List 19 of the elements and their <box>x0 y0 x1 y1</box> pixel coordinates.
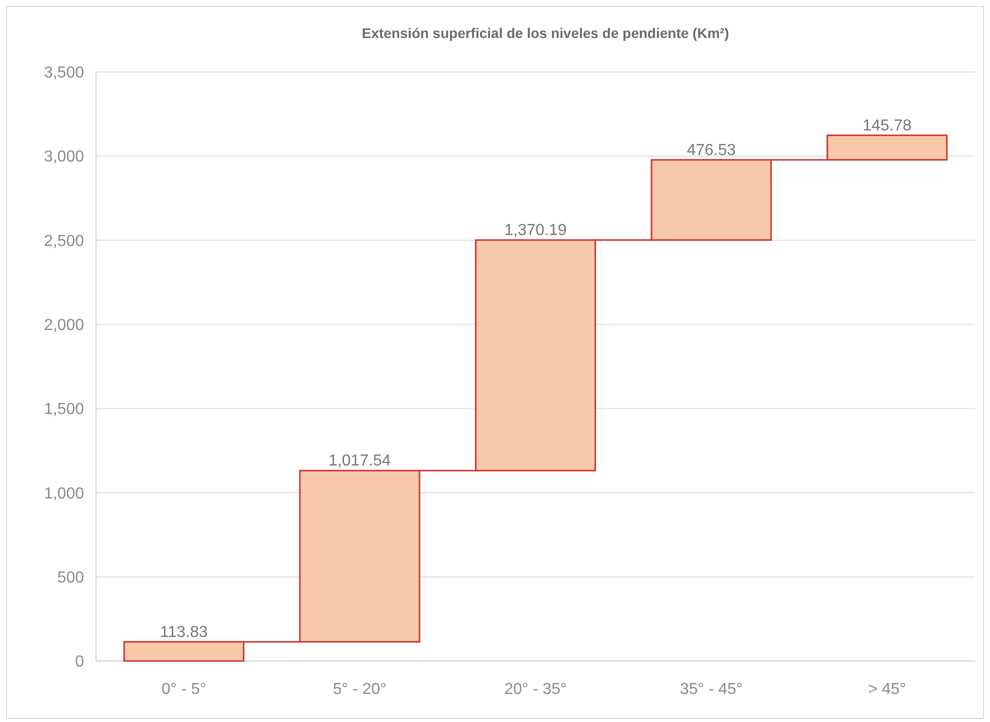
y-tick-label: 1,000 <box>44 485 84 502</box>
y-tick-label: 3,000 <box>44 148 84 166</box>
x-tick-label: 5° - 20° <box>332 681 387 698</box>
data-label: 1,370.19 <box>504 222 567 240</box>
data-label: 1,017.54 <box>328 452 391 470</box>
y-tick-label: 500 <box>57 569 84 586</box>
data-label: 476.53 <box>686 142 736 159</box>
y-tick-label: 3,500 <box>44 64 84 82</box>
y-tick-label: 2,000 <box>44 317 84 334</box>
y-tick-label: 0 <box>75 654 84 671</box>
data-label: 113.83 <box>160 624 208 641</box>
chart-title: Extensión superficial de los niveles de pendiente (Km²) <box>362 25 730 41</box>
x-tick-label: 20° - 35° <box>504 681 567 698</box>
x-tick-label: 35° - 45° <box>680 681 743 698</box>
data-label: 145.78 <box>862 117 912 134</box>
x-tick-label: > 45° <box>868 681 906 698</box>
x-tick-label: 0° - 5° <box>161 681 206 698</box>
y-tick-label: 1,500 <box>44 401 84 418</box>
y-tick-label: 2,500 <box>44 232 84 250</box>
